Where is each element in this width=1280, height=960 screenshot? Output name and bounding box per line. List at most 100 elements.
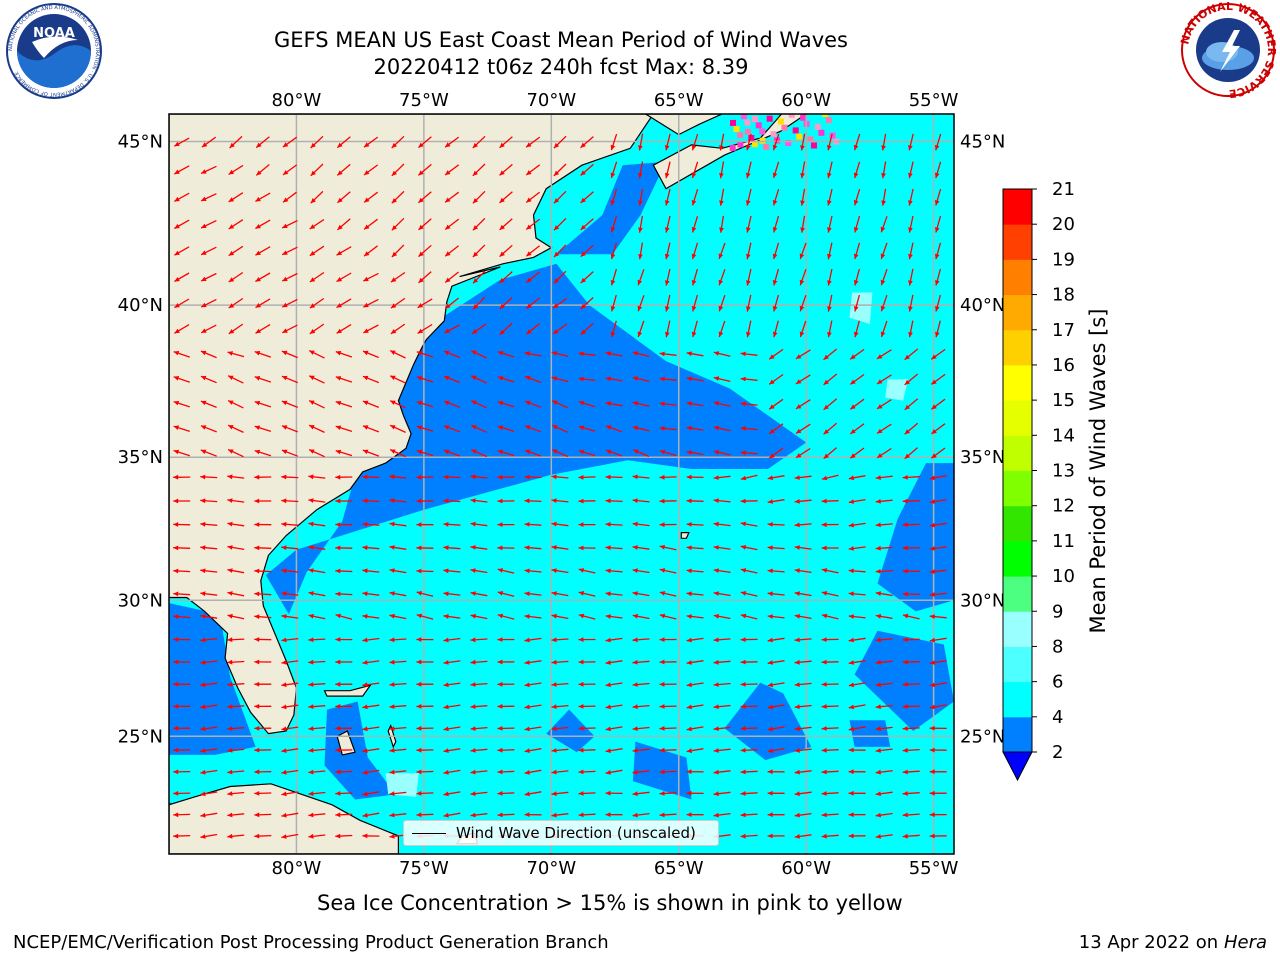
wave-direction-arrow bbox=[848, 812, 866, 818]
arrow-head bbox=[800, 227, 805, 233]
wave-direction-arrow bbox=[880, 216, 888, 233]
wave-direction-arrow bbox=[930, 348, 946, 360]
arrow-head bbox=[470, 812, 476, 818]
wave-direction-arrow bbox=[827, 294, 833, 312]
arrow-head bbox=[390, 425, 396, 430]
arrow-head bbox=[228, 303, 235, 308]
wave-direction-arrow bbox=[605, 449, 623, 457]
wave-direction-arrow bbox=[444, 271, 460, 284]
wave-direction-arrow bbox=[389, 791, 407, 796]
arrow-head bbox=[638, 173, 643, 179]
arrow-head bbox=[443, 449, 450, 455]
arrow-head bbox=[497, 747, 503, 753]
arrow-head bbox=[472, 198, 479, 204]
sea-ice-cell bbox=[777, 118, 784, 125]
arrow-head bbox=[929, 546, 935, 551]
wave-direction-arrow bbox=[713, 748, 731, 753]
wave-direction-arrow bbox=[281, 498, 299, 504]
wave-direction-arrow bbox=[524, 474, 542, 480]
arrow-head bbox=[580, 170, 586, 176]
wave-direction-arrow bbox=[200, 591, 218, 597]
arrow-head bbox=[336, 277, 342, 282]
arrow-head bbox=[848, 614, 854, 619]
wave-direction-arrow bbox=[255, 136, 270, 149]
wave-direction-arrow bbox=[254, 425, 272, 433]
wave-direction-arrow bbox=[552, 323, 568, 335]
arrow-head bbox=[632, 682, 638, 687]
wave-direction-arrow bbox=[281, 682, 299, 688]
arrow-head bbox=[746, 280, 751, 286]
wave-direction-arrow bbox=[768, 373, 784, 385]
arrow-head bbox=[853, 253, 859, 260]
arrow-head bbox=[713, 568, 719, 573]
arrow-head bbox=[718, 331, 724, 337]
longer-period-region bbox=[849, 292, 873, 324]
wave-direction-arrow bbox=[308, 424, 325, 433]
arrow-head bbox=[308, 498, 314, 503]
wave-direction-arrow bbox=[309, 323, 325, 335]
wave-direction-arrow bbox=[444, 297, 460, 310]
wave-direction-arrow bbox=[173, 591, 191, 597]
arrow-head bbox=[200, 350, 207, 356]
arrow-head bbox=[659, 681, 665, 687]
wave-direction-arrow bbox=[718, 269, 726, 286]
wave-direction-arrow bbox=[443, 474, 461, 480]
arrow-head bbox=[740, 475, 747, 481]
arrow-head bbox=[524, 614, 530, 619]
arrow-head bbox=[308, 613, 314, 619]
arrow-head bbox=[767, 726, 773, 732]
arrow-head bbox=[362, 568, 368, 574]
wave-direction-arrow bbox=[389, 400, 406, 409]
wave-direction-arrow bbox=[525, 164, 541, 176]
wave-direction-arrow bbox=[740, 426, 758, 431]
arrow-head bbox=[335, 791, 341, 796]
arrow-head bbox=[389, 682, 395, 687]
wave-direction-arrow bbox=[794, 769, 812, 775]
wave-direction-arrow bbox=[794, 834, 812, 839]
wave-direction-arrow bbox=[719, 188, 725, 206]
wave-direction-arrow bbox=[228, 192, 244, 203]
arrow-head bbox=[638, 145, 643, 151]
wave-direction-arrow bbox=[174, 298, 190, 309]
wave-direction-arrow bbox=[713, 545, 731, 550]
wave-direction-arrow bbox=[336, 218, 351, 231]
colorbar-tick-label: 2 bbox=[1052, 742, 1063, 763]
wave-direction-arrow bbox=[281, 298, 298, 308]
wave-direction-arrow bbox=[713, 521, 731, 527]
wave-direction-arrow bbox=[173, 659, 191, 665]
arrow-head bbox=[686, 401, 692, 406]
wave-direction-arrow bbox=[335, 449, 353, 457]
arrow-head bbox=[173, 545, 179, 551]
arrow-head bbox=[526, 224, 532, 230]
wave-direction-arrow bbox=[417, 163, 432, 176]
wave-direction-arrow bbox=[605, 474, 623, 480]
arrow-head bbox=[929, 569, 935, 574]
wave-direction-arrow bbox=[281, 521, 299, 527]
wave-direction-arrow bbox=[470, 704, 488, 709]
arrow-head bbox=[772, 200, 778, 206]
wave-direction-arrow bbox=[794, 545, 812, 550]
wave-direction-arrow bbox=[254, 498, 272, 504]
arrow-head bbox=[551, 591, 557, 596]
landmass bbox=[169, 114, 655, 735]
arrow-head bbox=[740, 769, 746, 775]
arrow-head bbox=[664, 200, 670, 206]
arrow-head bbox=[632, 591, 638, 596]
arrow-head bbox=[497, 522, 503, 527]
arrow-head bbox=[497, 791, 503, 796]
wave-direction-arrow bbox=[470, 726, 488, 731]
arrow-head bbox=[632, 791, 638, 797]
wave-direction-arrow bbox=[929, 546, 947, 551]
arrow-head bbox=[605, 704, 611, 710]
lat-label-right: 25°N bbox=[960, 726, 1005, 747]
arrow-head bbox=[686, 591, 692, 597]
arrow-head bbox=[719, 227, 724, 233]
arrow-head bbox=[578, 769, 584, 775]
arrow-head bbox=[902, 568, 908, 574]
arrow-head bbox=[740, 747, 746, 753]
wave-direction-arrow bbox=[713, 659, 731, 665]
arrow-head bbox=[848, 833, 854, 839]
arrow-head bbox=[632, 659, 638, 665]
wave-direction-arrow bbox=[416, 681, 434, 687]
arrow-head bbox=[497, 351, 504, 356]
